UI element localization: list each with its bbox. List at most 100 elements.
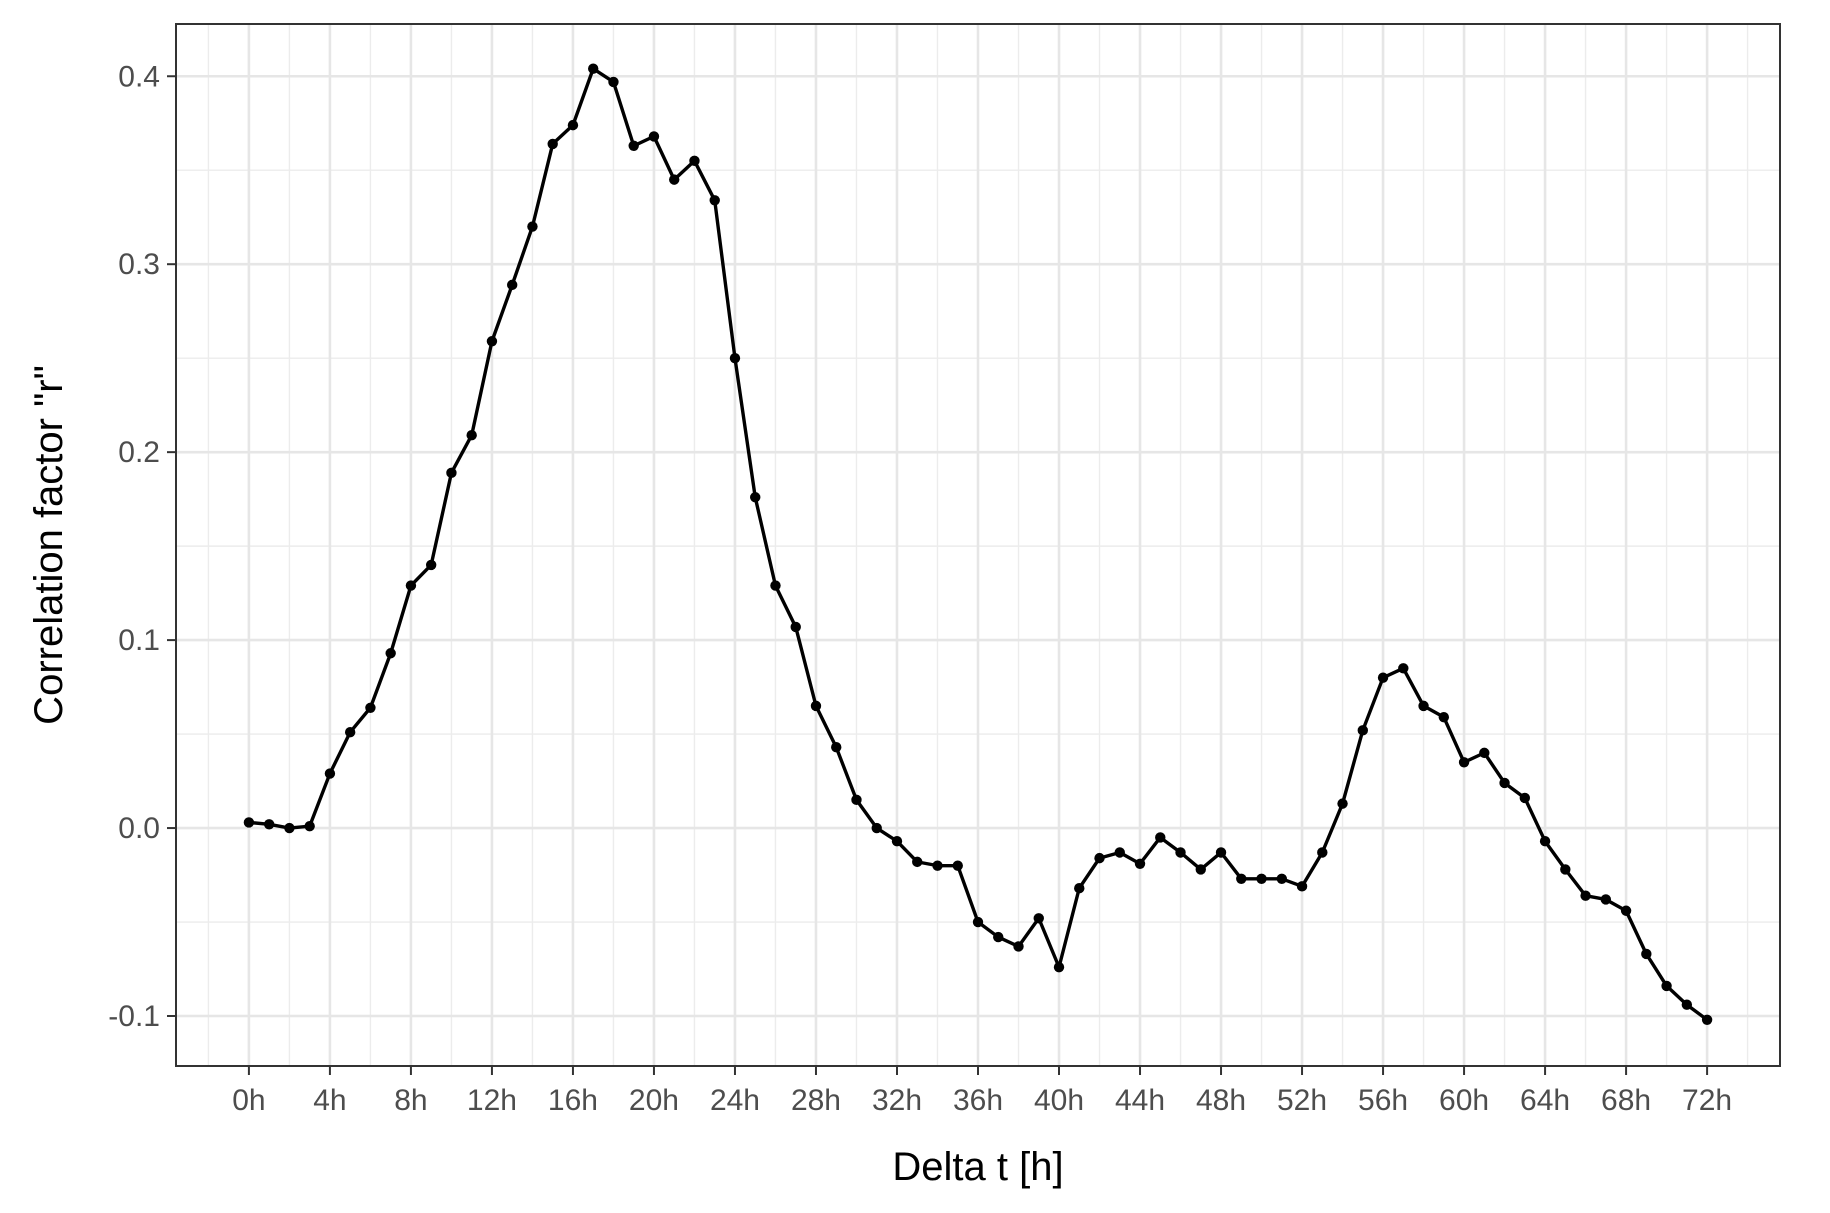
data-point [1134, 858, 1146, 869]
data-point [972, 916, 984, 928]
data-point [993, 931, 1004, 943]
data-point [1519, 792, 1531, 804]
data-point [810, 700, 822, 712]
data-point [365, 702, 376, 713]
x-tick-label: 0h [232, 1084, 265, 1117]
data-point [1458, 757, 1470, 768]
x-tick-label: 24h [710, 1084, 760, 1117]
data-point [1195, 864, 1206, 875]
y-tick-label: 0.0 [118, 812, 160, 845]
x-tick-label: 48h [1196, 1084, 1246, 1117]
data-point [1074, 882, 1085, 894]
data-point [729, 352, 741, 364]
x-tick-label: 68h [1601, 1084, 1651, 1117]
data-point [567, 119, 579, 131]
data-point [243, 817, 255, 828]
x-tick-label: 72h [1682, 1084, 1732, 1117]
x-axis-title: Delta t [h] [892, 1145, 1063, 1189]
data-point [1276, 873, 1287, 885]
x-tick-label: 56h [1358, 1084, 1408, 1117]
major-gridlines [176, 24, 1780, 1066]
data-point [1215, 847, 1227, 858]
data-point [1418, 700, 1429, 712]
data-point [1317, 847, 1328, 858]
data-point [1499, 777, 1510, 789]
data-point [1256, 873, 1267, 885]
data-point [1438, 711, 1450, 723]
data-point [506, 279, 518, 291]
data-point [1641, 948, 1652, 960]
y-axis-title: Correlation factor "r" [27, 365, 71, 725]
data-point [891, 836, 903, 847]
data-point [1053, 961, 1065, 973]
data-point [324, 768, 336, 779]
x-axis: 0h 4h 8h 12h 16h 20h 24h 28h 32h 36h 40h 44h 48h 52h 5… [232, 1066, 1732, 1117]
data-point [1094, 852, 1105, 864]
data-point [912, 856, 923, 868]
data-point [425, 559, 437, 571]
data-point [1479, 747, 1490, 759]
data-point [932, 860, 943, 871]
data-point [1580, 890, 1591, 901]
data-point [952, 860, 963, 871]
data-point [790, 621, 801, 633]
series-layer [243, 63, 1713, 1025]
data-point [689, 155, 700, 167]
data-point [547, 138, 558, 150]
data-point [831, 742, 842, 753]
data-point [750, 492, 761, 503]
data-point [1013, 941, 1024, 952]
y-tick-label: 0.3 [118, 248, 160, 281]
x-tick-label: 32h [872, 1084, 922, 1117]
data-point [669, 174, 680, 185]
data-point [446, 467, 457, 479]
x-tick-label: 40h [1034, 1084, 1084, 1117]
data-point [1620, 905, 1632, 916]
data-point [405, 580, 417, 591]
data-point [1296, 881, 1308, 892]
data-point [1600, 894, 1612, 905]
y-tick-label: 0.1 [118, 624, 160, 657]
data-point [1661, 980, 1672, 992]
x-tick-label: 12h [467, 1084, 517, 1117]
data-point [648, 131, 660, 142]
data-point [304, 820, 315, 832]
x-tick-label: 8h [394, 1084, 427, 1117]
data-point [709, 195, 720, 206]
x-tick-label: 44h [1115, 1084, 1165, 1117]
x-tick-label: 60h [1439, 1084, 1489, 1117]
data-point [1175, 847, 1186, 858]
x-tick-label: 28h [791, 1084, 841, 1117]
data-point [1155, 832, 1166, 843]
data-point [1539, 836, 1551, 847]
y-axis: -0.1 0.0 0.1 0.2 0.3 0.4 [108, 60, 176, 1033]
data-point [770, 580, 781, 591]
data-point [1681, 999, 1693, 1010]
data-point [466, 430, 477, 441]
data-point [486, 336, 498, 347]
data-point [1357, 725, 1368, 736]
x-tick-label: 64h [1520, 1084, 1570, 1117]
data-point [1398, 663, 1409, 674]
data-point [1114, 847, 1125, 858]
y-tick-label: -0.1 [108, 1000, 160, 1033]
y-tick-label: 0.4 [118, 60, 160, 93]
data-point [608, 76, 619, 88]
y-tick-label: 0.2 [118, 436, 160, 469]
data-point [588, 63, 599, 74]
data-point [1377, 672, 1389, 683]
data-point [1560, 864, 1571, 875]
data-point [1033, 913, 1044, 924]
data-point [263, 819, 275, 830]
data-point [1337, 798, 1348, 809]
data-point [527, 221, 538, 232]
data-point [871, 822, 882, 834]
data-point [628, 140, 639, 151]
x-tick-label: 16h [548, 1084, 598, 1117]
data-point [851, 794, 862, 806]
data-point [284, 822, 295, 834]
x-tick-label: 52h [1277, 1084, 1327, 1117]
x-tick-label: 36h [953, 1084, 1003, 1117]
